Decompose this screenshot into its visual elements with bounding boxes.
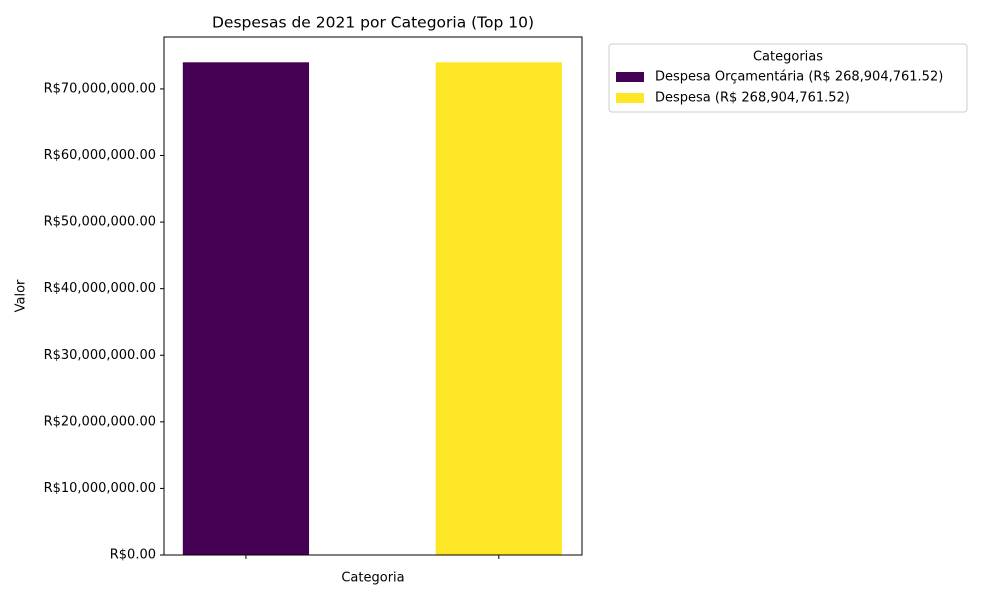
y-tick-label: R$0.00 bbox=[110, 548, 156, 563]
y-tick-label: R$50,000,000.00 bbox=[44, 215, 156, 230]
bar bbox=[182, 62, 310, 555]
y-tick-label: R$20,000,000.00 bbox=[44, 414, 156, 429]
y-tick-label: R$10,000,000.00 bbox=[44, 481, 156, 496]
legend-label: Despesa Orçamentária (R$ 268,904,761.52) bbox=[655, 70, 943, 85]
y-tick-label: R$60,000,000.00 bbox=[44, 148, 156, 163]
legend-box bbox=[608, 43, 968, 113]
plot-frame bbox=[163, 36, 583, 556]
legend-title: Categorias bbox=[753, 50, 823, 65]
y-tick-label: R$70,000,000.00 bbox=[44, 81, 156, 96]
bar bbox=[435, 62, 562, 555]
y-tick-label: R$30,000,000.00 bbox=[44, 348, 156, 363]
x-axis-label: Categoria bbox=[341, 571, 404, 586]
chart-title: Despesas de 2021 por Categoria (Top 10) bbox=[212, 14, 534, 32]
legend-swatch bbox=[616, 93, 644, 103]
y-tick-label: R$40,000,000.00 bbox=[44, 281, 156, 296]
legend-swatch bbox=[616, 72, 644, 82]
legend-label: Despesa (R$ 268,904,761.52) bbox=[655, 91, 850, 106]
y-axis-label: Valor bbox=[14, 279, 29, 312]
